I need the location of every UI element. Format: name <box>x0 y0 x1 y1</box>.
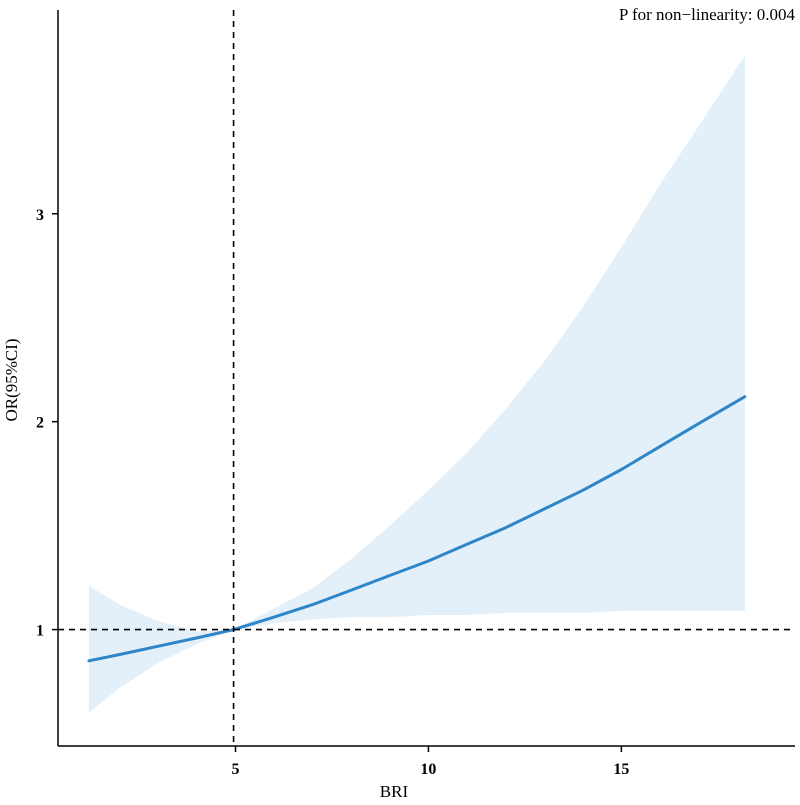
or-curve-line <box>87 395 747 663</box>
y-axis-title: OR(95%CI) <box>2 338 21 421</box>
x-tick-label: 15 <box>613 761 629 778</box>
y-tick-label: 2 <box>36 415 44 432</box>
x-axis-ticks: 5 10 15 <box>231 746 629 778</box>
y-tick-label: 3 <box>36 207 44 224</box>
x-axis-title: BRI <box>380 782 409 801</box>
plot-area <box>87 55 747 713</box>
x-tick-label: 10 <box>420 761 436 778</box>
y-axis-ticks: 1 2 3 <box>36 207 58 640</box>
y-tick-label: 1 <box>36 623 44 640</box>
confidence-band <box>88 55 745 713</box>
x-tick-label: 5 <box>231 761 239 778</box>
nonlinearity-annotation: P for non−linearity: 0.004 <box>619 5 796 24</box>
